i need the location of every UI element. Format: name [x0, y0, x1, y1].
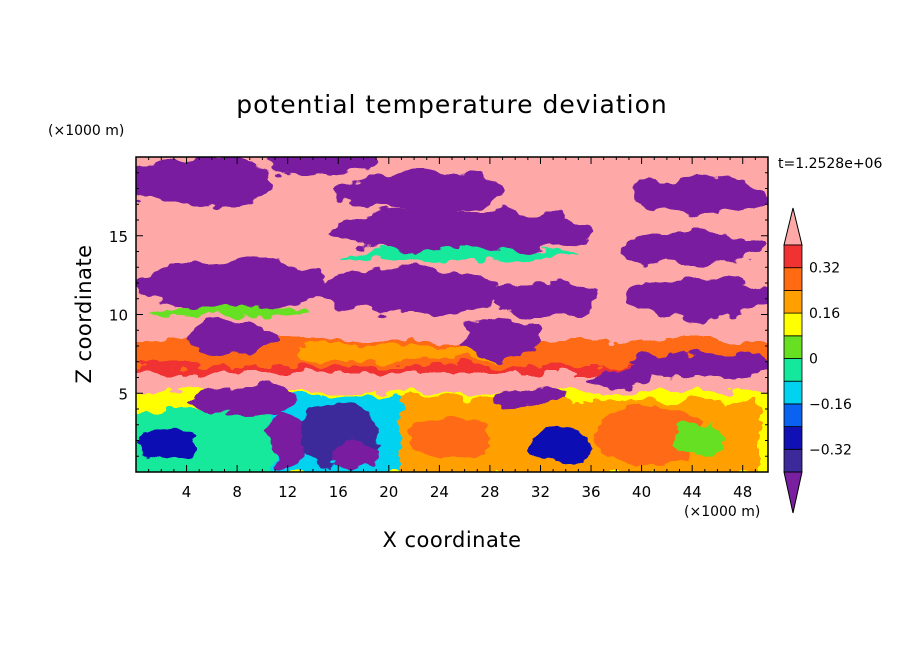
y-unit-label: (×1000 m): [48, 123, 124, 139]
y-axis: 5 10 15: [109, 172, 768, 457]
x-tick-label: 36: [581, 483, 600, 501]
x-tick-label: 40: [632, 483, 651, 501]
colorbar-swatch: [783, 358, 803, 382]
colorbar-swatch: [783, 335, 803, 359]
colorbar: 0.32 0.16 0 −0.16 −0.32: [783, 207, 852, 514]
y-tick-label: 15: [109, 228, 128, 246]
colorbar-swatch: [783, 403, 803, 427]
colorbar-swatch: [783, 312, 803, 337]
x-tick-label: 32: [531, 483, 550, 501]
heatmap-field: [136, 157, 768, 472]
colorbar-swatch: [783, 426, 803, 450]
colorbar-swatch: [783, 267, 803, 291]
x-tick-label: 48: [733, 483, 752, 501]
x-axis-label: X coordinate: [382, 528, 521, 552]
x-tick-label: 20: [379, 483, 398, 501]
y-axis-label: Z coordinate: [72, 244, 96, 383]
time-label: t=1.2528e+06: [778, 156, 882, 172]
colorbar-label: 0.32: [809, 261, 840, 277]
colorbar-label: −0.16: [809, 397, 852, 413]
x-tick-label: 12: [278, 483, 297, 501]
chart-title: potential temperature deviation: [236, 90, 667, 119]
x-tick-label: 16: [329, 483, 348, 501]
colorbar-label: −0.32: [809, 442, 852, 458]
colorbar-swatch: [783, 289, 803, 314]
x-tick-label: 8: [232, 483, 242, 501]
y-tick-label: 5: [118, 385, 128, 403]
colorbar-upper-extend: [783, 207, 803, 246]
colorbar-swatch: [783, 448, 803, 473]
plot-area: [136, 157, 768, 472]
x-tick-label: 24: [430, 483, 449, 501]
colorbar-lower-extend: [783, 471, 803, 514]
y-tick-label: 10: [109, 307, 128, 325]
x-tick-label: 4: [182, 483, 192, 501]
x-tick-label: 44: [683, 483, 702, 501]
x-unit-label: (×1000 m): [684, 504, 760, 520]
colorbar-label: 0: [809, 352, 818, 368]
colorbar-swatch: [783, 380, 803, 405]
x-axis: 4 8 12 16 20 24 28 32 36 40 44 48: [148, 157, 756, 501]
colorbar-swatch: [783, 244, 803, 269]
colorbar-label: 0.16: [809, 306, 840, 322]
x-tick-label: 28: [480, 483, 499, 501]
